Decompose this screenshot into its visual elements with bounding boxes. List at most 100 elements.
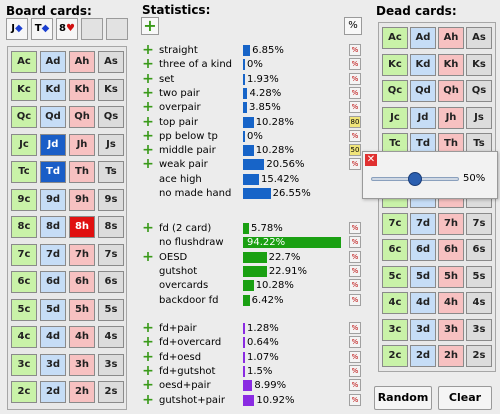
dead-card-Ah[interactable]: Ah bbox=[438, 27, 464, 49]
board-card-Td[interactable]: Td bbox=[40, 161, 66, 183]
dead-card-4c[interactable]: 4c bbox=[382, 292, 408, 314]
board-card-9s[interactable]: 9s bbox=[98, 188, 124, 211]
plus-icon[interactable]: + bbox=[142, 56, 154, 73]
board-card-Jd[interactable]: Jd bbox=[40, 133, 66, 156]
board-card-Ac[interactable]: Ac bbox=[11, 51, 37, 73]
board-card-3c[interactable]: 3c bbox=[11, 353, 37, 376]
close-icon[interactable]: ✕ bbox=[365, 154, 377, 166]
board-card-6h[interactable]: 6h bbox=[69, 271, 95, 293]
stat-percent-button[interactable]: 50 bbox=[349, 144, 361, 157]
plus-icon[interactable]: + bbox=[142, 362, 154, 379]
board-card-7d[interactable]: 7d bbox=[40, 243, 66, 266]
dead-card-7h[interactable]: 7h bbox=[438, 212, 464, 235]
dead-card-6c[interactable]: 6c bbox=[382, 239, 408, 261]
dead-card-2h[interactable]: 2h bbox=[438, 345, 464, 367]
board-card-5d[interactable]: 5d bbox=[40, 298, 66, 321]
weight-slider-thumb[interactable] bbox=[408, 172, 422, 186]
board-card-7s[interactable]: 7s bbox=[98, 243, 124, 266]
board-card-As[interactable]: As bbox=[98, 51, 124, 73]
plus-icon[interactable]: + bbox=[142, 70, 154, 87]
stat-percent-button[interactable]: % bbox=[349, 322, 361, 334]
stat-percent-button[interactable]: % bbox=[349, 393, 361, 406]
dead-card-Kd[interactable]: Kd bbox=[410, 53, 436, 76]
plus-icon[interactable]: + bbox=[142, 348, 154, 365]
board-card-4c[interactable]: 4c bbox=[11, 326, 37, 348]
random-button[interactable]: Random bbox=[374, 386, 432, 410]
board-slot-5[interactable] bbox=[106, 18, 128, 40]
board-slot-4[interactable] bbox=[81, 18, 103, 40]
dead-card-5c[interactable]: 5c bbox=[382, 265, 408, 288]
dead-card-2s[interactable]: 2s bbox=[466, 345, 492, 367]
dead-card-Qd[interactable]: Qd bbox=[410, 80, 436, 102]
stat-percent-button[interactable]: % bbox=[349, 158, 361, 171]
dead-card-Qs[interactable]: Qs bbox=[466, 80, 492, 102]
board-card-Qh[interactable]: Qh bbox=[69, 106, 95, 128]
board-card-Ad[interactable]: Ad bbox=[40, 51, 66, 73]
dead-card-4d[interactable]: 4d bbox=[410, 292, 436, 314]
board-card-3h[interactable]: 3h bbox=[69, 353, 95, 376]
board-card-Ah[interactable]: Ah bbox=[69, 51, 95, 73]
board-card-4d[interactable]: 4d bbox=[40, 326, 66, 348]
stat-percent-button[interactable]: % bbox=[349, 379, 361, 392]
board-card-Kh[interactable]: Kh bbox=[69, 78, 95, 101]
dead-card-6h[interactable]: 6h bbox=[438, 239, 464, 261]
board-card-2c[interactable]: 2c bbox=[11, 381, 37, 403]
plus-icon[interactable]: + bbox=[142, 113, 154, 130]
plus-icon[interactable]: + bbox=[142, 248, 154, 265]
dead-card-Qh[interactable]: Qh bbox=[438, 80, 464, 102]
dead-card-As[interactable]: As bbox=[466, 27, 492, 49]
plus-icon[interactable]: + bbox=[142, 127, 154, 144]
stat-percent-button[interactable]: % bbox=[349, 101, 361, 114]
dead-card-3c[interactable]: 3c bbox=[382, 318, 408, 341]
dead-card-Kh[interactable]: Kh bbox=[438, 53, 464, 76]
stat-percent-button[interactable]: % bbox=[349, 279, 361, 292]
board-card-Th[interactable]: Th bbox=[69, 161, 95, 183]
dead-card-Ac[interactable]: Ac bbox=[382, 27, 408, 49]
dead-card-3s[interactable]: 3s bbox=[466, 318, 492, 341]
board-card-6c[interactable]: 6c bbox=[11, 271, 37, 293]
dead-card-7s[interactable]: 7s bbox=[466, 212, 492, 235]
board-card-Js[interactable]: Js bbox=[98, 133, 124, 156]
stat-percent-button[interactable]: % bbox=[349, 72, 361, 85]
stat-percent-button[interactable]: % bbox=[349, 86, 361, 99]
dead-card-5h[interactable]: 5h bbox=[438, 265, 464, 288]
board-card-2d[interactable]: 2d bbox=[40, 381, 66, 403]
stat-percent-button[interactable]: % bbox=[349, 222, 361, 234]
plus-icon[interactable]: + bbox=[142, 99, 154, 116]
board-card-Ts[interactable]: Ts bbox=[98, 161, 124, 183]
board-card-5c[interactable]: 5c bbox=[11, 298, 37, 321]
board-card-Qs[interactable]: Qs bbox=[98, 106, 124, 128]
board-card-Kc[interactable]: Kc bbox=[11, 78, 37, 101]
plus-icon[interactable]: + bbox=[142, 142, 154, 159]
board-slot-3[interactable]: 8♥ bbox=[56, 18, 78, 40]
board-card-8c[interactable]: 8c bbox=[11, 216, 37, 238]
stat-percent-button[interactable]: % bbox=[349, 264, 361, 277]
dead-card-3d[interactable]: 3d bbox=[410, 318, 436, 341]
plus-icon[interactable]: + bbox=[142, 391, 154, 408]
dead-card-7d[interactable]: 7d bbox=[410, 212, 436, 235]
stat-percent-button[interactable]: % bbox=[349, 293, 361, 306]
board-card-9d[interactable]: 9d bbox=[40, 188, 66, 211]
plus-icon[interactable]: + bbox=[142, 377, 154, 394]
board-card-Jh[interactable]: Jh bbox=[69, 133, 95, 156]
stat-percent-button[interactable]: % bbox=[349, 129, 361, 142]
stat-percent-button[interactable]: % bbox=[349, 236, 361, 249]
dead-card-4h[interactable]: 4h bbox=[438, 292, 464, 314]
percent-toggle-button[interactable]: % bbox=[344, 17, 362, 35]
board-card-6d[interactable]: 6d bbox=[40, 271, 66, 293]
board-card-2h[interactable]: 2h bbox=[69, 381, 95, 403]
board-card-7h[interactable]: 7h bbox=[69, 243, 95, 266]
board-card-8h[interactable]: 8h bbox=[69, 216, 95, 238]
plus-icon[interactable]: + bbox=[142, 156, 154, 173]
dead-card-Tc[interactable]: Tc bbox=[382, 133, 408, 155]
board-card-9h[interactable]: 9h bbox=[69, 188, 95, 211]
dead-card-3h[interactable]: 3h bbox=[438, 318, 464, 341]
board-card-Ks[interactable]: Ks bbox=[98, 78, 124, 101]
stat-percent-button[interactable]: % bbox=[349, 364, 361, 377]
board-card-4h[interactable]: 4h bbox=[69, 326, 95, 348]
dead-card-5d[interactable]: 5d bbox=[410, 265, 436, 288]
add-stat-button[interactable]: + bbox=[141, 17, 159, 35]
dead-card-6d[interactable]: 6d bbox=[410, 239, 436, 261]
dead-card-2d[interactable]: 2d bbox=[410, 345, 436, 367]
board-card-2s[interactable]: 2s bbox=[98, 381, 124, 403]
